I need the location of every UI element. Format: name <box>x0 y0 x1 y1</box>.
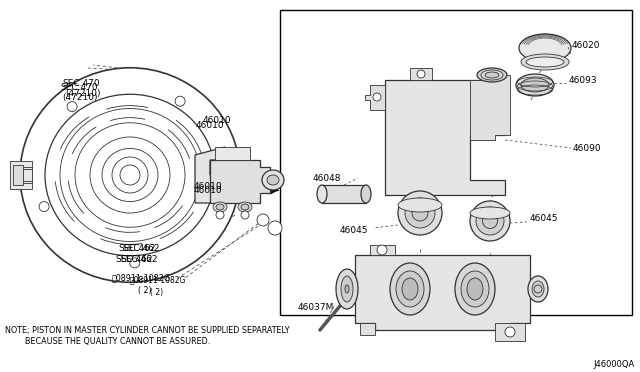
Circle shape <box>67 102 77 112</box>
Polygon shape <box>370 245 395 255</box>
Ellipse shape <box>398 198 442 212</box>
Ellipse shape <box>336 269 358 309</box>
Ellipse shape <box>476 207 504 235</box>
Text: 46010: 46010 <box>193 182 222 190</box>
Polygon shape <box>385 80 505 195</box>
Polygon shape <box>470 75 510 140</box>
Circle shape <box>112 157 148 193</box>
Text: 46010: 46010 <box>193 186 222 195</box>
Text: 46045: 46045 <box>530 214 559 222</box>
Text: SEC.462: SEC.462 <box>115 256 152 264</box>
Ellipse shape <box>485 72 499 78</box>
Bar <box>410 68 432 80</box>
Ellipse shape <box>470 201 510 241</box>
Ellipse shape <box>405 198 435 228</box>
Ellipse shape <box>481 70 503 80</box>
Text: Ⓝ08911-1082G: Ⓝ08911-1082G <box>130 276 186 285</box>
Polygon shape <box>215 147 250 160</box>
Circle shape <box>130 258 140 268</box>
Ellipse shape <box>477 68 507 82</box>
Bar <box>360 323 375 335</box>
Ellipse shape <box>396 271 424 307</box>
Ellipse shape <box>345 285 349 293</box>
Ellipse shape <box>361 185 371 203</box>
Circle shape <box>417 70 425 78</box>
Circle shape <box>120 165 140 185</box>
Circle shape <box>39 202 49 212</box>
Circle shape <box>214 193 224 203</box>
Ellipse shape <box>213 202 227 212</box>
Text: SEC.470: SEC.470 <box>60 83 98 92</box>
Ellipse shape <box>341 276 353 302</box>
Text: 46093: 46093 <box>569 76 598 84</box>
Circle shape <box>241 211 249 219</box>
Ellipse shape <box>532 281 544 297</box>
Ellipse shape <box>461 271 489 307</box>
Text: 46037M: 46037M <box>298 302 334 311</box>
Circle shape <box>268 221 282 235</box>
Ellipse shape <box>216 204 224 210</box>
Text: 46010: 46010 <box>196 121 225 129</box>
Text: 46090: 46090 <box>573 144 602 153</box>
Text: SEC.462: SEC.462 <box>122 244 159 253</box>
Bar <box>280 10 632 315</box>
Bar <box>495 323 525 341</box>
Text: SEC.462: SEC.462 <box>120 256 157 264</box>
Ellipse shape <box>528 276 548 302</box>
Bar <box>13 165 23 185</box>
Ellipse shape <box>267 175 279 185</box>
Text: ( 2): ( 2) <box>150 288 163 296</box>
Text: SEC.462: SEC.462 <box>118 244 156 253</box>
Ellipse shape <box>519 34 571 62</box>
Ellipse shape <box>467 278 483 300</box>
Polygon shape <box>195 147 225 203</box>
Text: SEC.470: SEC.470 <box>62 78 100 87</box>
Polygon shape <box>355 255 530 330</box>
Circle shape <box>377 245 387 255</box>
Text: (47210): (47210) <box>62 93 97 102</box>
Polygon shape <box>365 85 385 110</box>
Circle shape <box>216 211 224 219</box>
Ellipse shape <box>402 278 418 300</box>
Text: J46000QA: J46000QA <box>594 360 635 369</box>
Ellipse shape <box>526 57 564 67</box>
Ellipse shape <box>521 78 549 92</box>
Ellipse shape <box>317 185 327 203</box>
Ellipse shape <box>412 205 428 221</box>
Text: 46045: 46045 <box>340 225 369 234</box>
Ellipse shape <box>390 263 430 315</box>
Bar <box>322 185 366 203</box>
Ellipse shape <box>455 263 495 315</box>
Ellipse shape <box>521 54 569 70</box>
Text: 46010: 46010 <box>203 115 232 125</box>
Circle shape <box>505 327 515 337</box>
Text: 46048: 46048 <box>313 173 342 183</box>
Text: 46020: 46020 <box>572 41 600 49</box>
Circle shape <box>257 214 269 226</box>
Bar <box>10 161 32 189</box>
Circle shape <box>175 96 185 106</box>
Ellipse shape <box>238 202 252 212</box>
Text: BECAUSE THE QUALITY CANNOT BE ASSURED.: BECAUSE THE QUALITY CANNOT BE ASSURED. <box>5 337 211 346</box>
Circle shape <box>534 285 542 293</box>
Polygon shape <box>210 160 270 203</box>
Text: Ⓝ08911-1082G: Ⓝ08911-1082G <box>112 273 171 282</box>
Ellipse shape <box>483 214 497 228</box>
Ellipse shape <box>241 204 249 210</box>
Text: ( 2): ( 2) <box>138 286 152 295</box>
Circle shape <box>373 93 381 101</box>
Text: NOTE; PISTON IN MASTER CYLINDER CANNOT BE SUPPLIED SEPARATELY: NOTE; PISTON IN MASTER CYLINDER CANNOT B… <box>5 326 290 335</box>
Text: (47210): (47210) <box>65 89 100 97</box>
Ellipse shape <box>20 68 240 282</box>
Ellipse shape <box>398 191 442 235</box>
Ellipse shape <box>516 74 554 96</box>
Ellipse shape <box>262 170 284 190</box>
Ellipse shape <box>470 207 510 219</box>
